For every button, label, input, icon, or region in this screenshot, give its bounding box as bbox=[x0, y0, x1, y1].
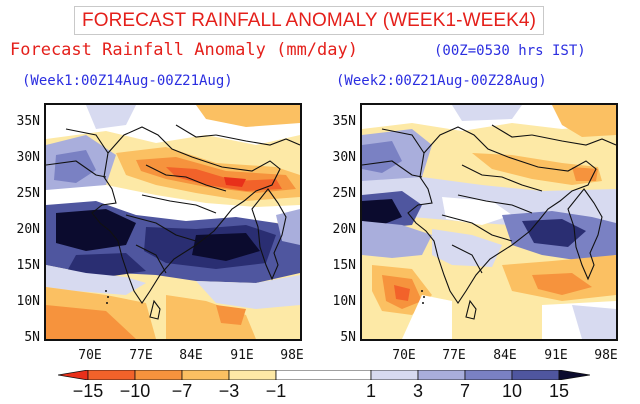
lat-label-25n-right: 25N bbox=[332, 186, 356, 201]
colorbar-seg-5 bbox=[275, 370, 372, 380]
colorbar bbox=[58, 370, 590, 380]
legend-label-9: 15 bbox=[548, 381, 570, 401]
lat-label-5n-left: 5N bbox=[24, 330, 40, 345]
map-panel-week2 bbox=[360, 103, 618, 341]
lat-label-10n-right: 10N bbox=[332, 294, 356, 309]
map-panel-week1 bbox=[44, 103, 302, 341]
lon-label-84e-right: 84E bbox=[493, 348, 517, 363]
lat-label-30n-right: 30N bbox=[332, 150, 356, 165]
colorbar-seg-6 bbox=[370, 370, 419, 380]
chart-subtitle: Forecast Rainfall Anomaly (mm/day) bbox=[10, 40, 358, 60]
legend-label-3: −3 bbox=[218, 381, 240, 401]
lat-label-35n-right: 35N bbox=[332, 114, 356, 129]
colorbar-seg-8 bbox=[464, 370, 513, 380]
colorbar-seg-7 bbox=[417, 370, 466, 380]
lat-label-30n-left: 30N bbox=[16, 150, 40, 165]
legend-label-4: −1 bbox=[265, 381, 287, 401]
lon-label-70e-right: 70E bbox=[392, 348, 416, 363]
lat-label-15n-left: 15N bbox=[16, 258, 40, 273]
legend-label-0: −15 bbox=[72, 381, 104, 401]
colorbar-seg-10 bbox=[558, 370, 590, 380]
legend-label-5: 1 bbox=[365, 381, 376, 401]
lat-label-20n-right: 20N bbox=[332, 222, 356, 237]
lon-label-91e-left: 91E bbox=[230, 348, 254, 363]
lat-label-20n-left: 20N bbox=[16, 222, 40, 237]
legend-label-8: 10 bbox=[501, 381, 523, 401]
lon-label-70e-left: 70E bbox=[78, 348, 102, 363]
lon-label-77e-left: 77E bbox=[129, 348, 153, 363]
colorbar-seg-0 bbox=[58, 370, 89, 380]
lon-label-98e-right: 98E bbox=[594, 348, 618, 363]
colorbar-seg-9 bbox=[511, 370, 560, 380]
lat-label-25n-left: 25N bbox=[16, 186, 40, 201]
colorbar-seg-4 bbox=[228, 370, 277, 380]
lon-label-84e-left: 84E bbox=[179, 348, 203, 363]
lon-label-98e-left: 98E bbox=[280, 348, 304, 363]
colorbar-seg-2 bbox=[134, 370, 183, 380]
lat-label-15n-right: 15N bbox=[332, 258, 356, 273]
lat-label-10n-left: 10N bbox=[16, 294, 40, 309]
panel-label-week2: (Week2:00Z21Aug-00Z28Aug) bbox=[336, 73, 547, 89]
colorbar-seg-1 bbox=[87, 370, 136, 380]
lat-label-35n-left: 35N bbox=[16, 114, 40, 129]
legend-label-6: 3 bbox=[412, 381, 423, 401]
colorbar-seg-3 bbox=[181, 370, 230, 380]
banner-title: FORECAST RAINFALL ANOMALY (WEEK1-WEEK4) bbox=[74, 6, 544, 35]
lat-label-5n-right: 5N bbox=[340, 330, 356, 345]
legend-label-1: −10 bbox=[119, 381, 151, 401]
lon-label-91e-right: 91E bbox=[544, 348, 568, 363]
time-note: (00Z=0530 hrs IST) bbox=[434, 43, 586, 59]
lon-label-77e-right: 77E bbox=[442, 348, 466, 363]
legend-label-7: 7 bbox=[459, 381, 470, 401]
legend-label-2: −7 bbox=[171, 381, 193, 401]
panel-label-week1: (Week1:00Z14Aug-00Z21Aug) bbox=[22, 73, 233, 89]
